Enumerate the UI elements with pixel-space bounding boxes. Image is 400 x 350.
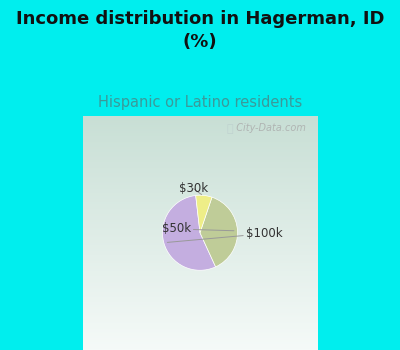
Text: $30k: $30k [179, 182, 208, 195]
Text: ⦾: ⦾ [227, 124, 234, 134]
Text: $100k: $100k [167, 227, 282, 243]
Text: Income distribution in Hagerman, ID
(%): Income distribution in Hagerman, ID (%) [16, 10, 384, 51]
Text: Hispanic or Latino residents: Hispanic or Latino residents [98, 94, 302, 110]
Wedge shape [196, 195, 212, 233]
Text: City-Data.com: City-Data.com [230, 122, 306, 133]
Text: $50k: $50k [162, 223, 234, 236]
Wedge shape [162, 196, 216, 270]
Wedge shape [200, 197, 238, 267]
